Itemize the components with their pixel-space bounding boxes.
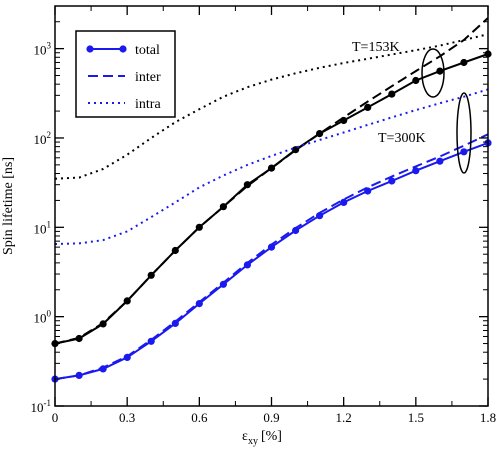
- legend-label-inter: inter: [135, 70, 161, 85]
- data-point: [243, 181, 251, 189]
- chart-curves: [51, 17, 492, 383]
- group-ellipses: [421, 48, 472, 174]
- annotation-t300: T=300K: [378, 131, 426, 146]
- data-point: [460, 58, 468, 67]
- series-line-T300K-total: [54, 141, 489, 381]
- data-point: [388, 90, 396, 98]
- legend-box: [75, 30, 176, 118]
- data-point: [364, 103, 372, 111]
- y-tick-label: 10-1: [31, 398, 52, 415]
- plot-frame: [54, 5, 489, 407]
- series-line-T153K-intra: [54, 33, 489, 180]
- y-tick-label: 100: [34, 309, 52, 326]
- y-axis-title: Spin lifetime [ns]: [1, 157, 16, 255]
- x-axis-title-symbol: ε: [242, 429, 248, 444]
- y-tick-label: 101: [34, 219, 52, 236]
- data-point: [412, 167, 420, 175]
- series-line-T300K-inter: [54, 133, 489, 381]
- data-point: [171, 319, 179, 327]
- axes: 0 0.3 0.6 0.9 1.2 1.5 1.8 10-1 100 101 102 103: [31, 5, 496, 425]
- x-tick-label: 0: [52, 410, 59, 425]
- x-tick-label: 0.3: [119, 410, 135, 425]
- x-tick-label: 1.5: [408, 410, 424, 425]
- legend: total inter intra: [75, 30, 176, 118]
- series-line-T300K-intra: [54, 88, 489, 245]
- x-axis-title-subscript: xy: [248, 436, 258, 447]
- y-tick-label: 102: [34, 130, 52, 147]
- legend-label-intra: intra: [135, 97, 161, 112]
- data-point: [388, 177, 396, 185]
- x-tick-label: 0.9: [263, 410, 279, 425]
- data-point: [460, 148, 468, 156]
- series-line-T153K-inter: [54, 17, 489, 345]
- data-point: [436, 157, 444, 165]
- x-axis-title-unit: [%]: [261, 429, 282, 444]
- x-tick-label: 1.8: [480, 410, 496, 425]
- data-point: [412, 76, 420, 85]
- data-point: [316, 212, 324, 220]
- data-point: [340, 198, 348, 206]
- annotation-t153: T=153K: [352, 40, 400, 55]
- legend-label-total: total: [135, 43, 160, 58]
- x-tick-label: 1.2: [336, 410, 352, 425]
- data-point: [436, 67, 444, 75]
- legend-marker-total: [86, 45, 94, 53]
- ellipse-t153: [421, 48, 445, 98]
- x-tick-label: 0.6: [191, 410, 208, 425]
- legend-marker-total: [119, 45, 127, 53]
- x-axis-title: εxy [%]: [242, 429, 282, 447]
- y-tick-label: 103: [34, 41, 52, 58]
- ellipse-t300: [456, 92, 472, 174]
